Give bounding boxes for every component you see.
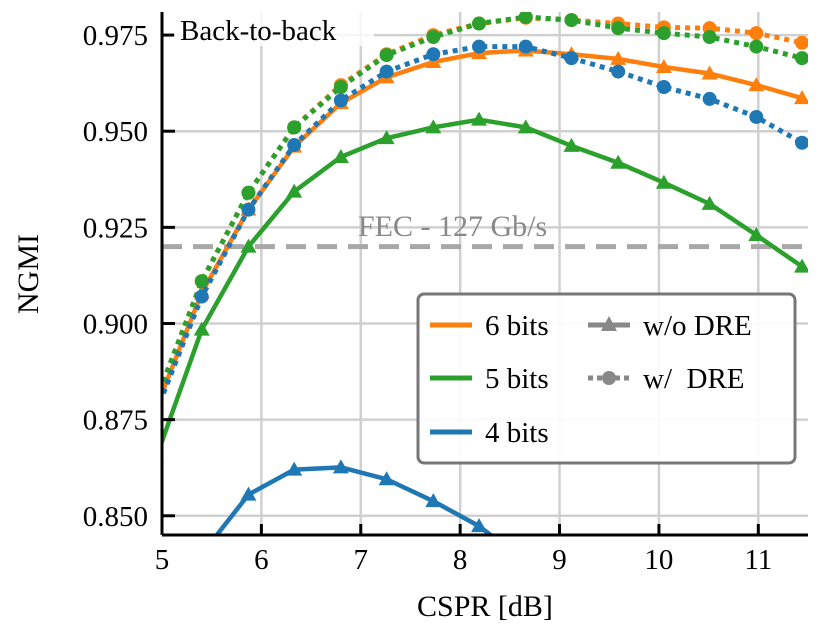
data-point-triangle bbox=[286, 183, 303, 198]
data-point-triangle bbox=[610, 154, 627, 169]
data-point-triangle bbox=[655, 58, 672, 73]
data-point-circle bbox=[426, 47, 441, 62]
y-tick-label: 0.925 bbox=[83, 212, 148, 244]
x-tick-label: 8 bbox=[453, 544, 468, 576]
data-point-triangle bbox=[425, 119, 442, 134]
data-point-triangle bbox=[518, 554, 534, 568]
y-tick-label: 0.950 bbox=[83, 116, 148, 148]
data-point-triangle bbox=[378, 130, 395, 145]
data-point-circle bbox=[426, 29, 441, 44]
data-point-circle bbox=[564, 13, 579, 28]
data-point-circle bbox=[287, 120, 302, 135]
data-point-circle bbox=[611, 64, 626, 79]
legend-label-without-dre: w/o DRE bbox=[643, 310, 752, 342]
data-point-circle bbox=[333, 93, 348, 108]
data-point-triangle bbox=[701, 65, 718, 80]
data-point-circle bbox=[749, 26, 764, 41]
fec-reference-label: FEC - 127 Gb/s bbox=[358, 210, 547, 243]
data-point-circle bbox=[749, 109, 764, 124]
annotation-background bbox=[174, 10, 374, 46]
y-tick-label: 0.900 bbox=[83, 308, 148, 340]
x-axis-label: CSPR [dB] bbox=[417, 590, 553, 623]
y-tick-label: 0.875 bbox=[83, 405, 148, 437]
series-4-bits-with-dre bbox=[162, 39, 808, 416]
data-point-triangle bbox=[471, 111, 488, 126]
x-tick-label: 5 bbox=[155, 544, 170, 576]
x-tick-label: 7 bbox=[354, 544, 369, 576]
series-5-bits-without-dre bbox=[162, 111, 808, 465]
y-axis-label: NGMI bbox=[12, 234, 45, 314]
annotation-back-to-back: Back-to-back bbox=[180, 15, 337, 47]
data-point-triangle bbox=[655, 174, 672, 189]
legend-label-4-bits: 4 bits bbox=[485, 417, 549, 449]
data-point-circle bbox=[194, 274, 209, 289]
data-point-circle bbox=[379, 64, 394, 79]
data-point-triangle bbox=[701, 195, 718, 210]
x-tick-label: 9 bbox=[552, 544, 567, 576]
data-point-circle bbox=[795, 35, 808, 50]
legend-label-5-bits: 5 bits bbox=[485, 363, 549, 395]
x-tick-label: 11 bbox=[744, 544, 772, 576]
data-point-triangle bbox=[748, 227, 765, 242]
data-point-triangle bbox=[517, 119, 534, 134]
series-line bbox=[213, 465, 495, 535]
series-5-bits-with-dre bbox=[162, 12, 808, 405]
data-point-triangle bbox=[794, 258, 808, 273]
legend-label-6-bits: 6 bits bbox=[485, 310, 549, 342]
data-point-circle bbox=[518, 39, 533, 54]
legend-circle-marker-icon bbox=[602, 371, 616, 385]
data-point-circle bbox=[241, 185, 256, 200]
data-point-circle bbox=[333, 79, 348, 94]
data-point-circle bbox=[287, 138, 302, 153]
data-point-circle bbox=[472, 39, 487, 54]
data-point-triangle bbox=[332, 148, 349, 163]
data-point-triangle bbox=[286, 461, 303, 476]
data-point-circle bbox=[656, 79, 671, 94]
data-point-triangle bbox=[240, 238, 257, 253]
data-point-triangle bbox=[332, 459, 349, 474]
data-point-circle bbox=[472, 16, 487, 31]
data-point-triangle bbox=[193, 321, 210, 336]
data-point-circle bbox=[656, 26, 671, 41]
axes: 5 6 7 8 9 10 11 0.850 0.875 0.900 0.925 0.950 0.975 bbox=[83, 12, 808, 576]
data-point-circle bbox=[702, 29, 717, 44]
legend: 6 bits 5 bits 4 bits w/o DRE w/ DRE bbox=[416, 292, 797, 465]
data-point-circle bbox=[611, 21, 626, 36]
x-tick-label: 10 bbox=[644, 544, 673, 576]
series-group bbox=[148, 12, 808, 618]
y-tick-label: 0.975 bbox=[83, 20, 148, 52]
data-point-triangle bbox=[425, 493, 442, 508]
data-point-triangle bbox=[563, 137, 580, 152]
data-point-circle bbox=[379, 48, 394, 63]
data-point-triangle bbox=[148, 604, 164, 618]
data-point-circle bbox=[241, 202, 256, 217]
data-point-circle bbox=[518, 12, 533, 24]
data-point-triangle bbox=[378, 471, 395, 486]
data-point-circle bbox=[795, 51, 808, 66]
data-point-circle bbox=[795, 135, 808, 150]
series-4-bits-without-dre bbox=[148, 459, 579, 618]
legend-triangle-marker-icon bbox=[601, 316, 617, 331]
y-tick-label: 0.850 bbox=[83, 501, 148, 533]
data-point-triangle bbox=[748, 77, 765, 92]
data-point-circle bbox=[194, 289, 209, 304]
legend-label-with-dre: w/ DRE bbox=[643, 363, 745, 395]
data-point-circle bbox=[702, 91, 717, 106]
data-point-triangle bbox=[563, 592, 579, 606]
data-point-circle bbox=[749, 39, 764, 54]
data-point-triangle bbox=[471, 518, 488, 533]
data-point-triangle bbox=[794, 90, 808, 105]
data-point-circle bbox=[564, 51, 579, 66]
data-point-triangle bbox=[194, 546, 210, 560]
data-point-triangle bbox=[240, 486, 257, 501]
x-tick-label: 6 bbox=[254, 544, 269, 576]
data-point-triangle bbox=[610, 50, 627, 65]
